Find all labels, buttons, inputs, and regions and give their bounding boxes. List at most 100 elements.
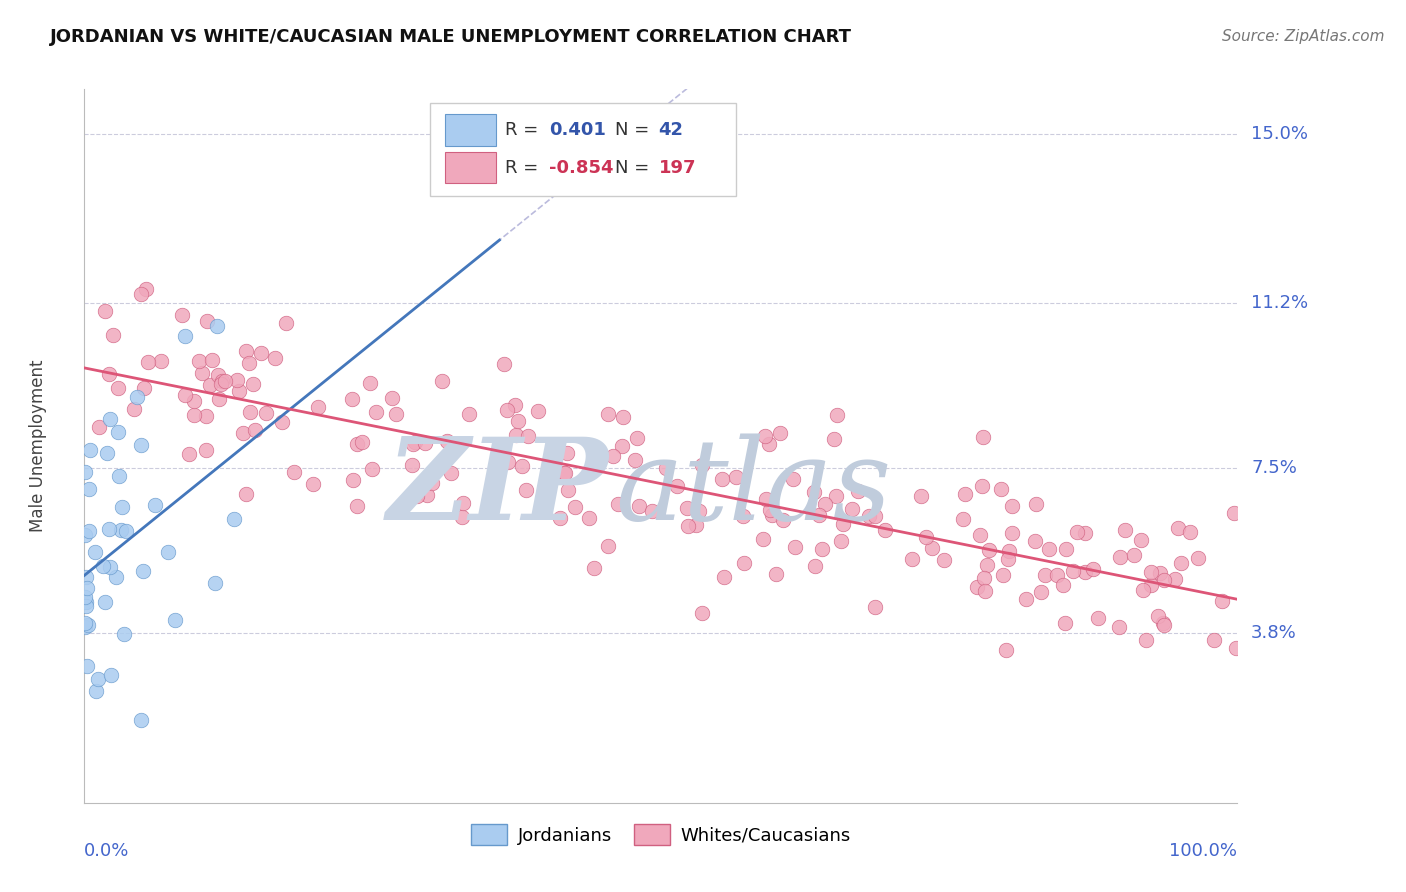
Point	[270, 416, 292, 430]
Point	[75, 599, 97, 613]
Point	[232, 425, 254, 440]
Point	[624, 453, 647, 467]
Point	[98, 523, 121, 537]
Point	[415, 488, 437, 502]
Point	[96, 446, 118, 460]
Point	[170, 309, 193, 323]
Point	[150, 354, 173, 368]
Point	[1015, 592, 1038, 607]
Text: Male Unemployment: Male Unemployment	[30, 359, 48, 533]
Point	[100, 668, 122, 682]
Point	[115, 524, 138, 538]
Point	[807, 508, 830, 523]
Point	[966, 580, 988, 594]
Point	[972, 430, 994, 444]
Point	[998, 543, 1021, 558]
Point	[143, 498, 166, 512]
Point	[274, 316, 297, 330]
Point	[1164, 572, 1187, 586]
Point	[1187, 551, 1209, 566]
Point	[578, 511, 600, 525]
Point	[208, 392, 231, 406]
Point	[86, 672, 108, 686]
Point	[360, 461, 382, 475]
Point	[173, 328, 195, 343]
Point	[830, 534, 852, 549]
Point	[250, 346, 273, 360]
Text: ZIP: ZIP	[387, 434, 609, 544]
Text: 197: 197	[658, 159, 696, 177]
Point	[129, 713, 152, 727]
Point	[73, 591, 96, 605]
Point	[207, 368, 229, 382]
Text: 0.401: 0.401	[548, 121, 606, 139]
Point	[187, 354, 209, 368]
Text: N =: N =	[614, 159, 655, 177]
Point	[953, 487, 976, 501]
Point	[401, 437, 423, 451]
Point	[685, 517, 707, 532]
Point	[84, 684, 107, 698]
Point	[676, 519, 699, 533]
Point	[666, 479, 689, 493]
Point	[243, 423, 266, 437]
Point	[101, 327, 124, 342]
Point	[112, 626, 135, 640]
Point	[583, 560, 606, 574]
Point	[451, 496, 474, 510]
Point	[494, 357, 516, 371]
Point	[214, 374, 236, 388]
Point	[598, 407, 620, 421]
Point	[527, 403, 550, 417]
Point	[283, 466, 305, 480]
Point	[302, 477, 325, 491]
Point	[990, 482, 1012, 496]
Point	[758, 436, 780, 450]
Point	[205, 319, 228, 334]
Point	[75, 595, 97, 609]
Point	[825, 408, 848, 422]
Point	[510, 459, 533, 474]
Point	[75, 465, 97, 479]
Point	[163, 613, 186, 627]
Point	[238, 356, 260, 370]
Point	[1001, 526, 1024, 541]
Point	[1149, 566, 1171, 581]
Point	[404, 434, 426, 449]
Point	[254, 406, 277, 420]
Point	[75, 570, 97, 584]
Point	[1052, 577, 1074, 591]
Point	[76, 659, 98, 673]
FancyBboxPatch shape	[430, 103, 735, 196]
Point	[1123, 548, 1146, 562]
Point	[127, 390, 149, 404]
Point	[676, 501, 699, 516]
Point	[209, 376, 232, 391]
Point	[224, 512, 246, 526]
Point	[1054, 542, 1077, 557]
Point	[105, 569, 128, 583]
Point	[385, 408, 408, 422]
Point	[1211, 594, 1233, 608]
Point	[724, 469, 747, 483]
Point	[97, 367, 120, 381]
Point	[1225, 641, 1247, 656]
Point	[810, 541, 832, 556]
Point	[307, 400, 329, 414]
Point	[235, 344, 257, 359]
Point	[831, 516, 853, 531]
Text: 11.2%: 11.2%	[1251, 294, 1309, 312]
Point	[1025, 497, 1047, 511]
Point	[190, 366, 212, 380]
Point	[910, 489, 932, 503]
Point	[451, 509, 474, 524]
Point	[804, 558, 827, 573]
Point	[1139, 565, 1161, 579]
Point	[503, 398, 526, 412]
Point	[554, 466, 576, 480]
Text: 15.0%: 15.0%	[1251, 125, 1308, 143]
Text: 100.0%: 100.0%	[1170, 842, 1237, 860]
Point	[1033, 568, 1056, 582]
Point	[751, 532, 773, 546]
Point	[135, 282, 157, 296]
